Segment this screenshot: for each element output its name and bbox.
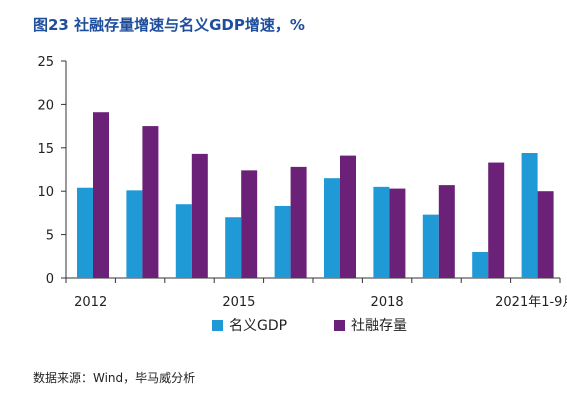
bar <box>422 214 439 278</box>
legend-swatch <box>334 320 345 331</box>
bar <box>241 170 258 278</box>
series-nominal-gdp <box>77 153 538 278</box>
legend-label: 社融存量 <box>351 318 407 334</box>
bar <box>77 187 93 278</box>
y-tick-label: 20 <box>37 98 54 113</box>
x-tick-label: 2015 <box>222 295 255 310</box>
y-tick-label: 0 <box>46 272 54 287</box>
bar <box>537 191 554 278</box>
bar <box>521 153 538 278</box>
bar <box>324 178 340 278</box>
y-tick-label: 10 <box>37 185 54 200</box>
bar <box>93 112 109 278</box>
bar <box>472 251 489 278</box>
bar <box>290 166 307 278</box>
bar <box>274 205 291 278</box>
legend-label: 名义GDP <box>229 318 287 334</box>
y-axis: 0 5 10 15 20 25 <box>37 55 67 287</box>
y-tick-label: 5 <box>46 229 54 244</box>
bar <box>142 126 159 278</box>
bar <box>340 155 356 278</box>
chart-title: 图23 社融存量增速与名义GDP增速，% <box>33 16 305 34</box>
bar <box>488 162 505 278</box>
bar <box>191 153 208 278</box>
bar <box>175 204 192 278</box>
x-tick-label: 2021年1-9月 <box>495 295 567 310</box>
y-tick-label: 25 <box>37 55 54 70</box>
bar <box>389 188 406 278</box>
x-tick-label: 2012 <box>74 295 107 310</box>
bar <box>126 190 143 278</box>
source-note: 数据来源：Wind，毕马威分析 <box>33 371 196 385</box>
bar <box>438 185 455 278</box>
legend: 名义GDP 社融存量 <box>212 318 407 334</box>
series-social-financing <box>93 112 554 278</box>
y-tick-label: 15 <box>37 142 54 157</box>
bars <box>77 112 554 278</box>
legend-swatch <box>212 320 223 331</box>
x-axis: 2012 2015 2018 2021年1-9月 <box>65 277 567 310</box>
bar <box>225 217 242 278</box>
x-tick-label: 2018 <box>371 295 404 310</box>
bar <box>373 186 390 278</box>
